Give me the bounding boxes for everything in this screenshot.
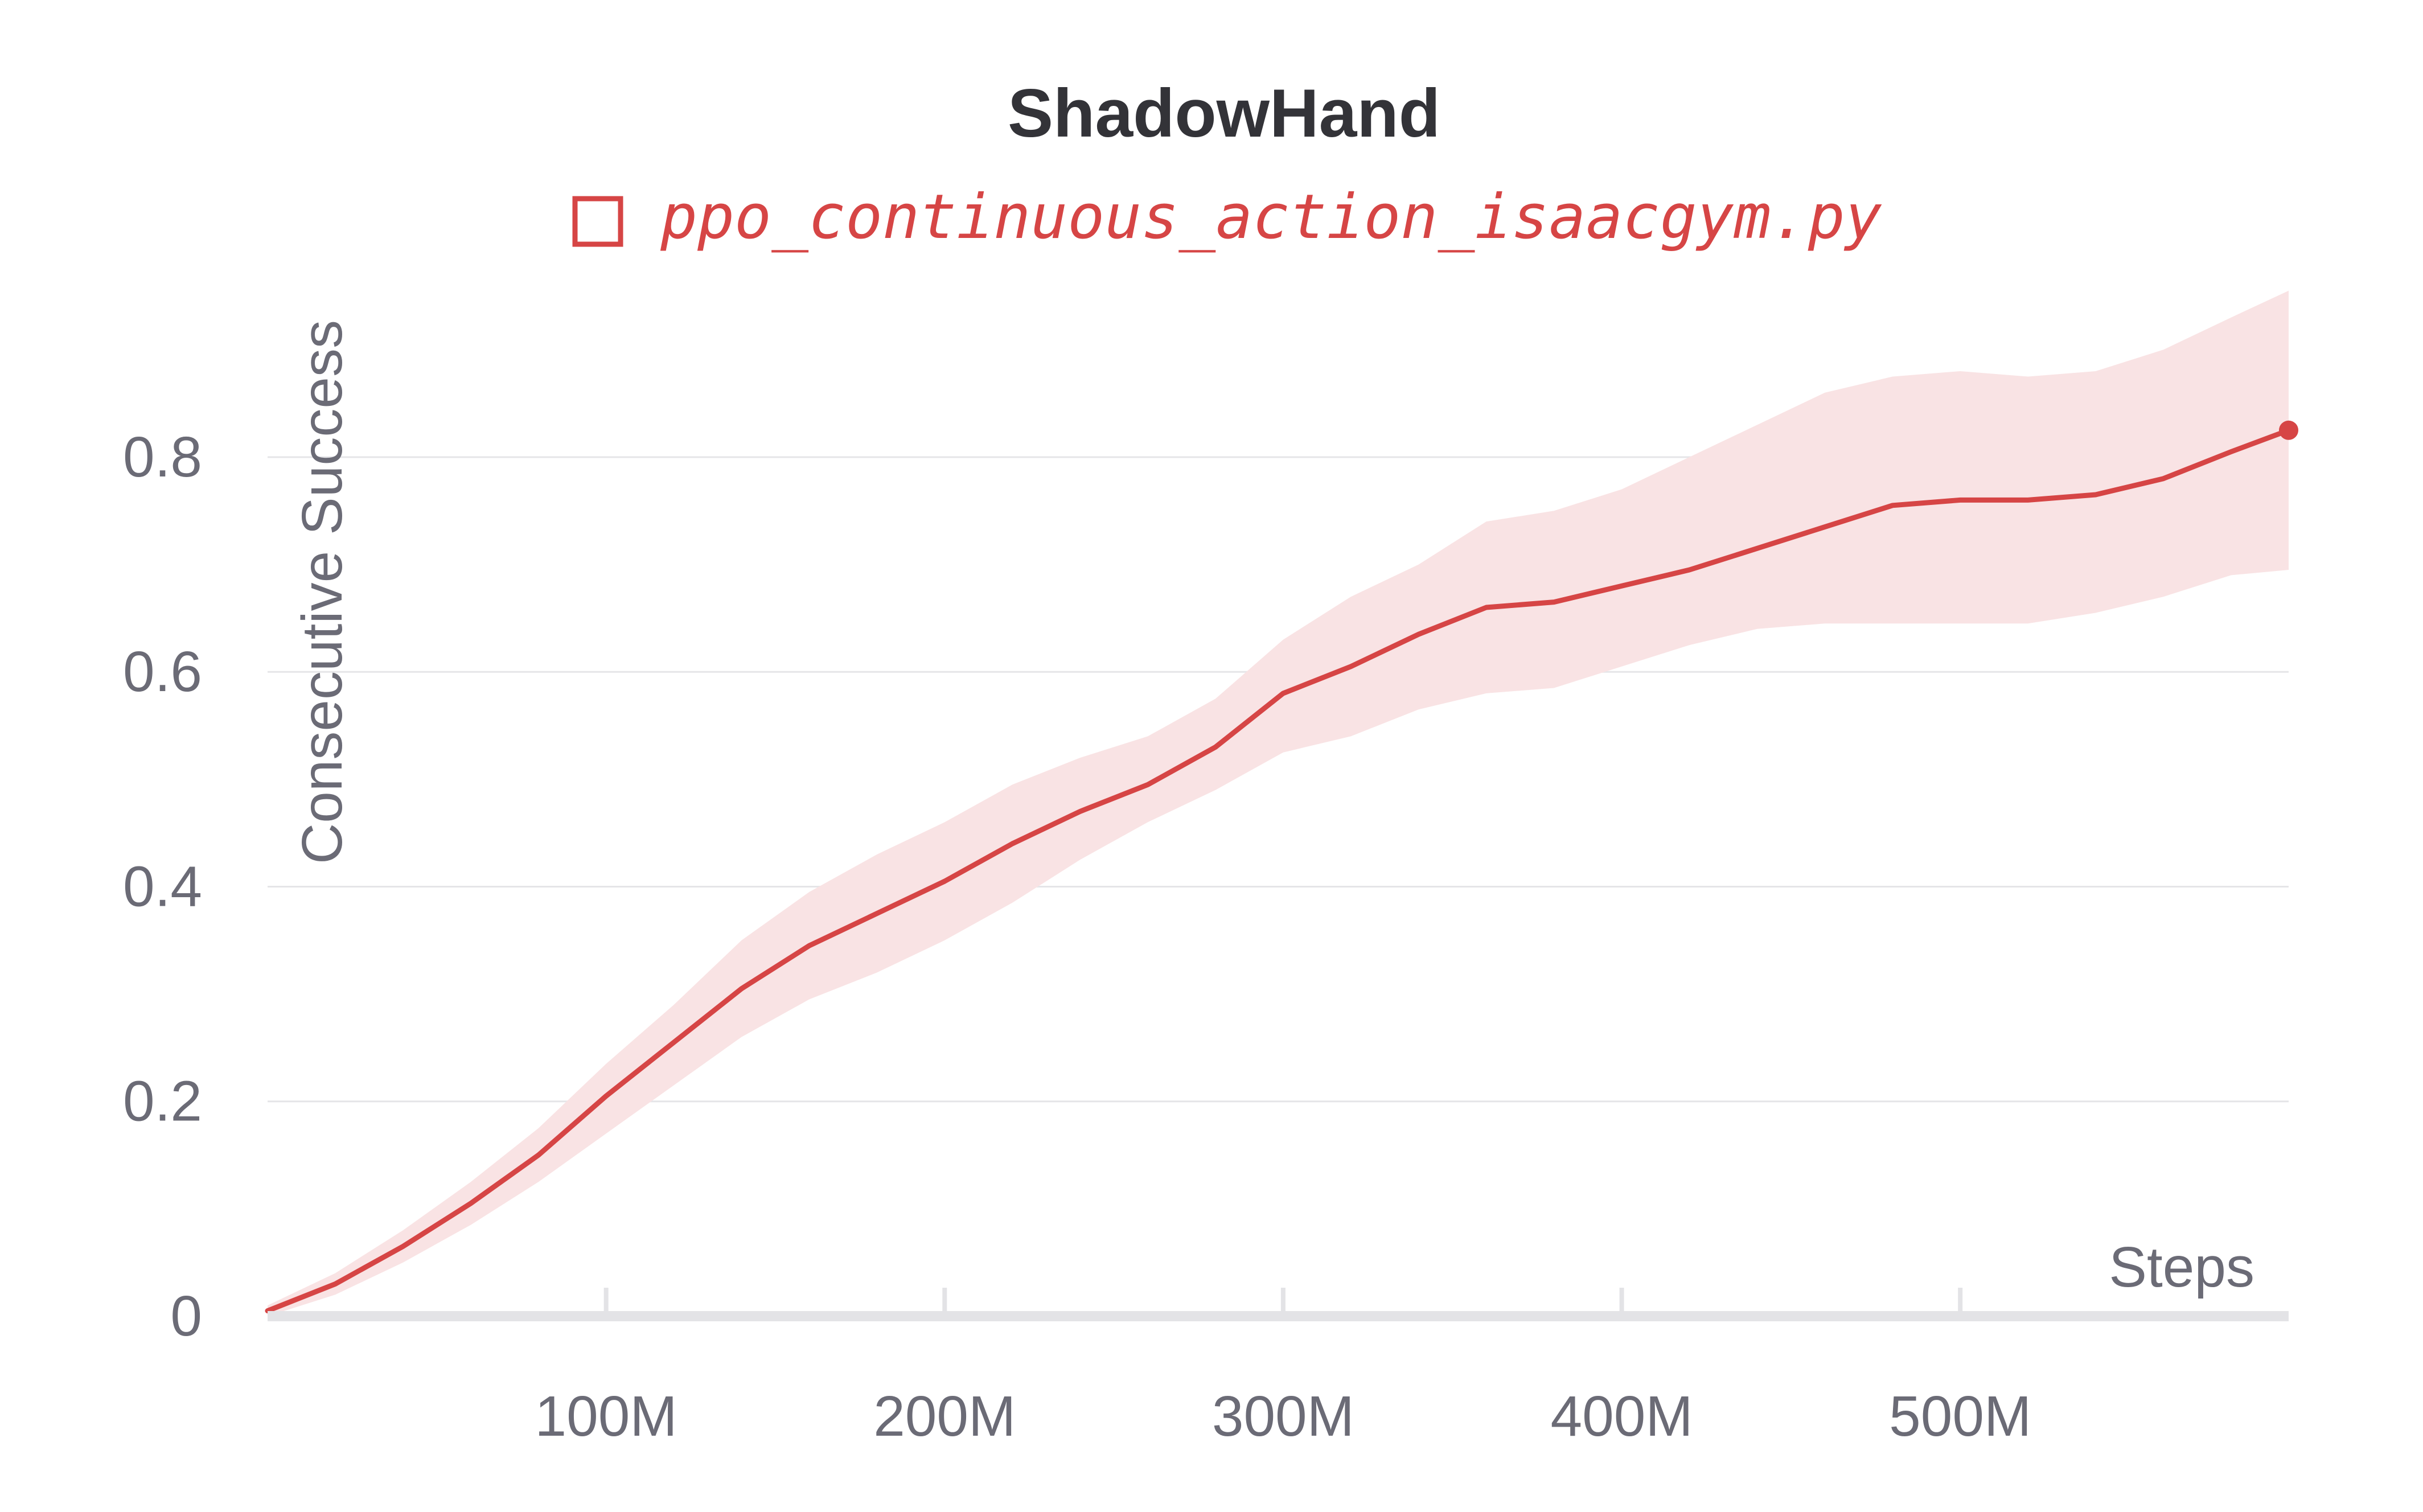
- confidence-band: [268, 290, 2289, 1317]
- legend: ppo_continuous_action_isaacgym.py: [572, 182, 1882, 253]
- legend-label: ppo_continuous_action_isaacgym.py: [660, 182, 1882, 253]
- x-tick-label: 200M: [873, 1384, 1016, 1448]
- chart-title: ShadowHand: [1008, 75, 1440, 151]
- y-tick-label: 0.2: [123, 1070, 202, 1133]
- y-axis-ticks: 0 0.2 0.4 0.6 0.8: [123, 425, 202, 1348]
- x-tick-label: 100M: [535, 1384, 677, 1448]
- x-axis-title: Steps: [2109, 1235, 2254, 1299]
- y-tick-label: 0: [170, 1284, 202, 1348]
- series-end-point: [2279, 420, 2298, 440]
- x-axis-ticks: 100M 200M 300M 400M 500M: [535, 1288, 2031, 1448]
- series-line: [265, 428, 2291, 1314]
- y-tick-label: 0.6: [123, 640, 202, 704]
- x-tick-label: 300M: [1212, 1384, 1354, 1448]
- series-line-layer: [265, 420, 2298, 1314]
- y-tick-label: 0.8: [123, 425, 202, 489]
- y-tick-label: 0.4: [123, 854, 202, 918]
- legend-swatch[interactable]: [572, 196, 623, 247]
- x-tick-label: 500M: [1889, 1384, 2031, 1448]
- y-axis-title: Consecutive Success: [290, 320, 354, 864]
- x-tick-label: 400M: [1550, 1384, 1693, 1448]
- confidence-band-layer: [268, 290, 2289, 1317]
